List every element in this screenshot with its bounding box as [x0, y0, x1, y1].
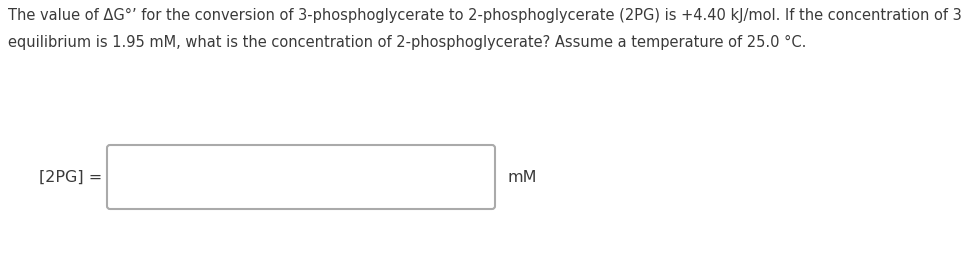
FancyBboxPatch shape [107, 145, 495, 209]
Text: The value of ΔG°’ for the conversion of 3-phosphoglycerate to 2-phosphoglycerate: The value of ΔG°’ for the conversion of … [8, 8, 961, 23]
Text: [2PG] =: [2PG] = [38, 169, 102, 184]
Text: equilibrium is 1.95 mM, what is the concentration of 2-phosphoglycerate? Assume : equilibrium is 1.95 mM, what is the conc… [8, 35, 805, 50]
Text: mM: mM [507, 169, 537, 184]
